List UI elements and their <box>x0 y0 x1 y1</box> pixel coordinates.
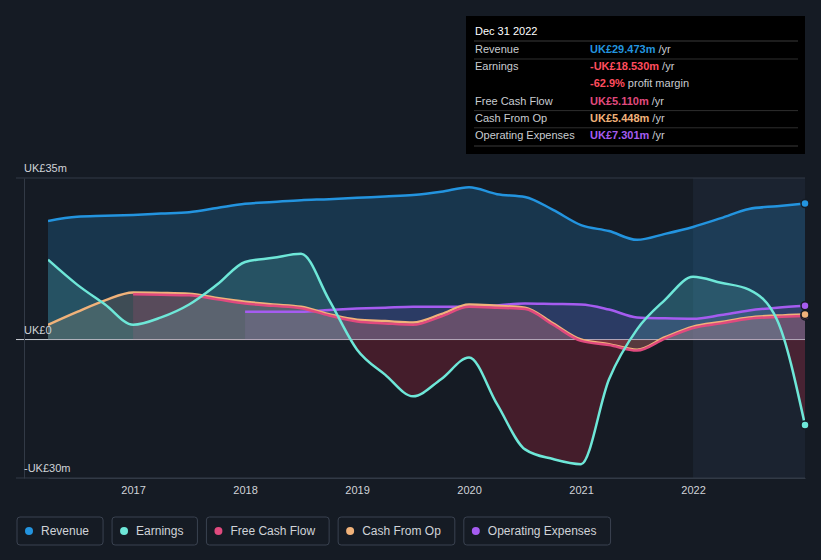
legend-label: Cash From Op <box>362 524 441 538</box>
chart: -UK£30m UK£0 UK£35m 2017 2018 2019 2020 2021 202… <box>0 0 821 560</box>
series-line <box>48 187 805 240</box>
x-tick: 2022 <box>681 478 705 496</box>
x-tick-label: 2020 <box>457 484 481 496</box>
series-line <box>48 292 805 349</box>
tooltip-separator <box>474 41 798 42</box>
series-area <box>48 254 805 340</box>
x-tick-label: 2017 <box>121 484 145 496</box>
x-tick-label: 2021 <box>569 484 593 496</box>
tooltip-unit: /yr <box>662 60 675 72</box>
end-markers <box>801 200 809 430</box>
y-tick: UK£35m <box>24 162 67 178</box>
x-tick-label: 2019 <box>345 484 369 496</box>
legend-swatch <box>472 527 480 535</box>
series-line <box>133 294 805 350</box>
tooltip-value: UK£5.448m <box>590 112 650 124</box>
tooltip-label: Operating Expenses <box>475 129 575 141</box>
tooltip-box <box>466 16 805 154</box>
series-area <box>48 340 805 465</box>
tooltip-label: Free Cash Flow <box>475 95 553 107</box>
grid <box>16 178 805 478</box>
tooltip-value-line: UK£5.448m/yr <box>590 112 665 124</box>
tooltip-value-line: UK£7.301m/yr <box>590 129 665 141</box>
tooltip-unit: profit margin <box>628 77 689 89</box>
positive-region <box>48 254 805 340</box>
tooltip-value: -UK£18.530m <box>590 60 659 72</box>
legend-swatch <box>346 527 354 535</box>
legend-swatch <box>214 527 222 535</box>
tooltip-label: Earnings <box>475 60 519 72</box>
end-marker <box>801 200 809 208</box>
legend-swatch <box>25 527 33 535</box>
tooltip-value-line: -62.9%profit margin <box>590 77 689 89</box>
legend-item[interactable]: Earnings <box>112 517 197 545</box>
end-marker <box>801 421 809 429</box>
grid-line <box>16 178 805 179</box>
y-tick-label: -UK£30m <box>24 462 70 474</box>
x-axis: 2017 2018 2019 2020 2021 2022 <box>49 478 806 496</box>
x-tick: 2020 <box>457 478 481 496</box>
legend-swatch <box>120 527 128 535</box>
legend-box[interactable] <box>464 517 611 545</box>
end-marker <box>801 310 809 318</box>
y-tick-label: UK£0 <box>24 324 52 336</box>
tooltip-label: Revenue <box>475 43 519 55</box>
legend: Revenue Earnings Free Cash Flow Cash From O… <box>17 517 611 545</box>
tooltip-title: Dec 31 2022 <box>475 25 537 37</box>
y-tick: -UK£30m <box>24 462 70 478</box>
x-tick-label: 2022 <box>681 484 705 496</box>
legend-item[interactable]: Revenue <box>17 517 103 545</box>
plot-area <box>48 187 805 464</box>
tooltip-value-line: -UK£18.530m/yr <box>590 60 675 72</box>
series-line <box>48 254 805 464</box>
y-tick: UK£0 <box>24 324 52 340</box>
tooltip-unit: /yr <box>658 43 671 55</box>
x-tick: 2021 <box>569 478 593 496</box>
y-axis: -UK£30m UK£0 UK£35m <box>24 162 70 478</box>
tooltip-value-line: UK£29.473m/yr <box>590 43 671 55</box>
tooltip-value: UK£5.110m <box>590 95 649 107</box>
background <box>0 0 821 560</box>
y-tick-label: UK£35m <box>24 162 67 174</box>
x-tick: 2018 <box>233 478 257 496</box>
x-axis-line <box>49 478 806 479</box>
legend-box[interactable] <box>206 517 329 545</box>
legend-label: Earnings <box>136 524 183 538</box>
legend-item[interactable]: Free Cash Flow <box>206 517 329 545</box>
legend-box[interactable] <box>17 517 103 545</box>
tooltip-value-line: UK£5.110m/yr <box>590 95 664 107</box>
x-tick: 2019 <box>345 478 369 496</box>
legend-box[interactable] <box>338 517 455 545</box>
tooltip-unit: /yr <box>652 112 665 124</box>
end-marker <box>801 302 809 310</box>
tooltip-unit: /yr <box>652 95 665 107</box>
x-tick: 2017 <box>121 478 145 496</box>
tooltip-label: Cash From Op <box>475 112 547 124</box>
x-tick-label: 2018 <box>233 484 257 496</box>
tooltip-value: -62.9% <box>590 77 625 89</box>
legend-box[interactable] <box>112 517 197 545</box>
grid-line <box>16 478 805 479</box>
legend-label: Free Cash Flow <box>230 524 315 538</box>
legend-label: Operating Expenses <box>488 524 597 538</box>
tooltip: Dec 31 2022 Revenue UK£29.473m/yr Earnings -… <box>466 16 805 154</box>
tooltip-value: UK£7.301m <box>590 129 650 141</box>
negative-region <box>48 340 805 465</box>
tooltip-unit: /yr <box>652 129 665 141</box>
legend-item[interactable]: Cash From Op <box>338 517 455 545</box>
legend-item[interactable]: Operating Expenses <box>464 517 611 545</box>
legend-label: Revenue <box>41 524 89 538</box>
tooltip-value: UK£29.473m <box>590 43 656 55</box>
tooltip-separator <box>474 146 798 147</box>
